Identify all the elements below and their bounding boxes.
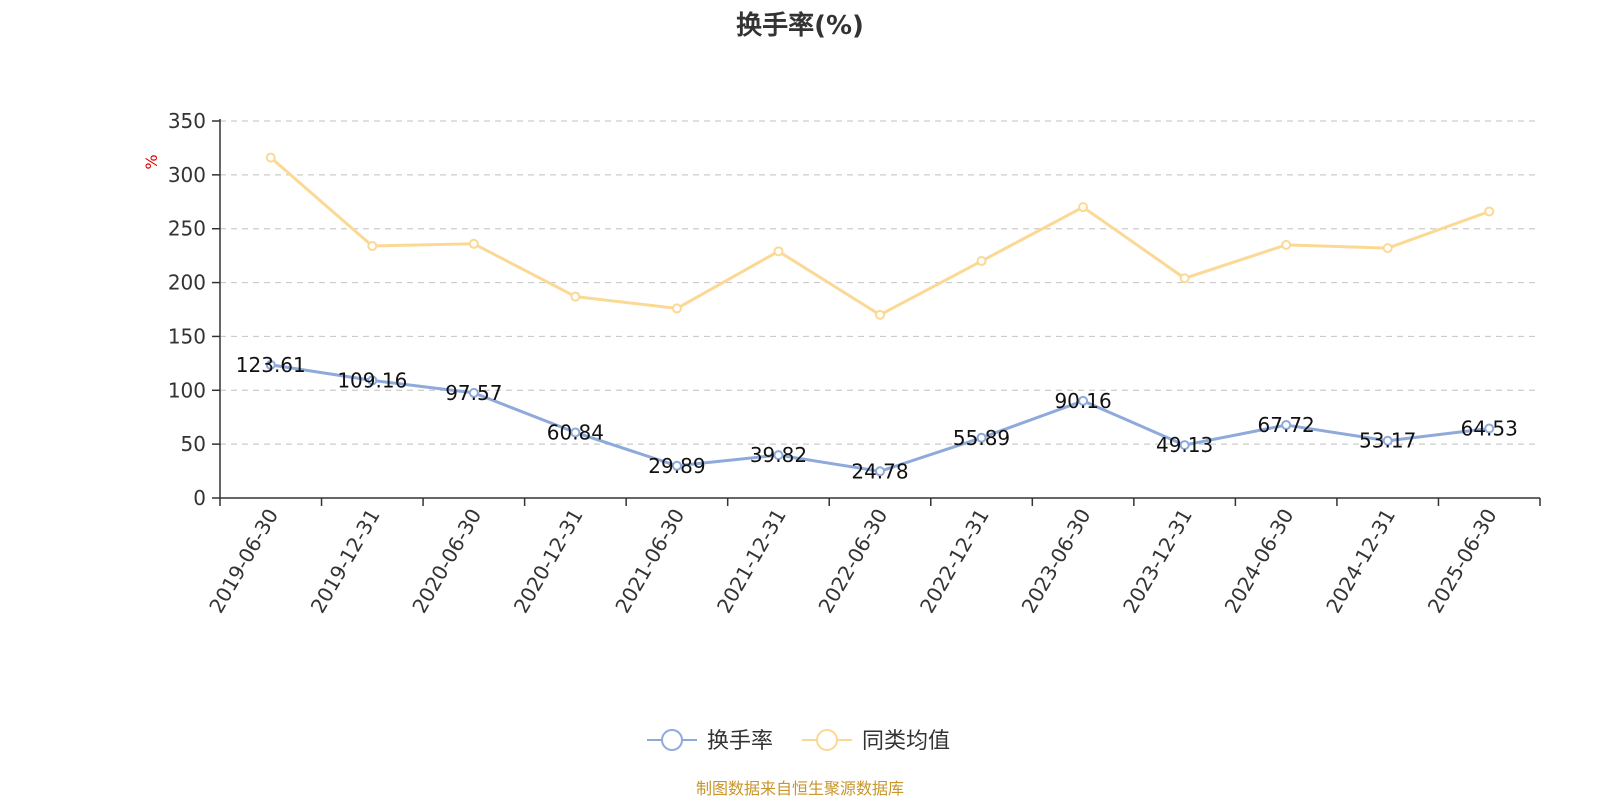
data-point[interactable] (265, 359, 276, 370)
x-tick-label: 2019-12-31 (306, 505, 385, 618)
y-tick-label: 100 (168, 378, 206, 402)
data-point[interactable] (976, 432, 987, 443)
data-point[interactable] (773, 450, 784, 461)
x-tick-label: 2019-06-30 (204, 505, 283, 618)
series-lines (265, 152, 1495, 477)
data-point[interactable] (570, 291, 581, 302)
legend-item-turnover[interactable]: 换手率 (647, 729, 773, 754)
x-tick-label: 2025-06-30 (1423, 505, 1502, 618)
data-label: 90.16 (1054, 389, 1111, 413)
data-label: 39.82 (750, 443, 807, 467)
legend-peer-average-label: 同类均值 (862, 729, 950, 754)
legend-turnover-label: 换手率 (707, 729, 773, 754)
data-labels: 123.61 109.16 97.57 60.84 29.89 39.82 24.78 55.… (236, 353, 1518, 483)
x-tick-label: 2021-06-30 (610, 505, 689, 618)
data-point[interactable] (671, 303, 682, 314)
data-point[interactable] (367, 375, 378, 386)
y-tick-label: 150 (168, 324, 206, 348)
data-point[interactable] (1382, 435, 1393, 446)
data-label: 64.53 (1461, 416, 1518, 440)
data-source-note: 制图数据来自恒生聚源数据库 (696, 779, 904, 798)
data-point[interactable] (976, 256, 987, 267)
x-tick-label: 2023-12-31 (1118, 505, 1197, 618)
axes: 0 50 100 150 200 250 300 350 2019-06-30 2019-12-3… (168, 109, 1541, 618)
x-tick-label: 2022-06-30 (813, 505, 892, 618)
legend: 换手率 同类均值 (647, 729, 950, 754)
y-tick-label: 0 (193, 486, 206, 510)
x-tick-label: 2020-12-31 (509, 505, 588, 618)
data-point[interactable] (1078, 395, 1089, 406)
y-axis-unit: % (142, 154, 161, 169)
data-point[interactable] (1078, 202, 1089, 213)
data-point[interactable] (671, 460, 682, 471)
series-line-1 (269, 156, 1490, 317)
data-point[interactable] (773, 246, 784, 257)
data-point[interactable] (1382, 243, 1393, 254)
legend-turnover-marker-icon (661, 729, 683, 751)
data-label: 60.84 (547, 420, 604, 444)
data-label: 55.89 (953, 426, 1010, 450)
data-point[interactable] (1484, 423, 1495, 434)
data-label: 53.17 (1359, 429, 1416, 453)
data-point[interactable] (1281, 239, 1292, 250)
x-tick-label: 2024-06-30 (1220, 505, 1299, 618)
data-point[interactable] (1281, 420, 1292, 431)
data-point[interactable] (367, 240, 378, 251)
data-point[interactable] (265, 152, 276, 163)
data-point[interactable] (570, 427, 581, 438)
x-tick-label: 2020-06-30 (407, 505, 486, 618)
legend-peer-average-marker-icon (816, 729, 838, 751)
data-point[interactable] (1484, 206, 1495, 217)
x-tick-label: 2023-06-30 (1017, 505, 1096, 618)
y-tick-label: 50 (181, 432, 206, 456)
legend-item-peer-average[interactable]: 同类均值 (802, 729, 950, 754)
x-tick-label: 2022-12-31 (915, 505, 994, 618)
data-label: 123.61 (236, 353, 306, 377)
x-tick-label: 2021-12-31 (712, 505, 791, 618)
data-label: 109.16 (337, 368, 407, 392)
data-label: 49.13 (1156, 433, 1213, 457)
x-tick-label: 2024-12-31 (1321, 505, 1400, 618)
chart-title: 换手率(%) (736, 10, 864, 41)
data-label: 29.89 (648, 454, 705, 478)
data-label: 67.72 (1258, 413, 1315, 437)
data-label: 97.57 (445, 381, 502, 405)
data-point[interactable] (875, 309, 885, 320)
y-tick-label: 250 (168, 217, 206, 241)
data-label: 24.78 (851, 459, 908, 483)
data-point[interactable] (468, 387, 479, 398)
data-point[interactable] (1179, 273, 1190, 284)
y-tick-label: 200 (168, 271, 206, 295)
data-point[interactable] (468, 238, 479, 249)
grid-lines (220, 120, 1540, 445)
data-point[interactable] (875, 466, 885, 477)
data-point[interactable] (1179, 440, 1190, 451)
y-tick-label: 300 (168, 163, 206, 187)
y-tick-label: 350 (168, 109, 206, 133)
